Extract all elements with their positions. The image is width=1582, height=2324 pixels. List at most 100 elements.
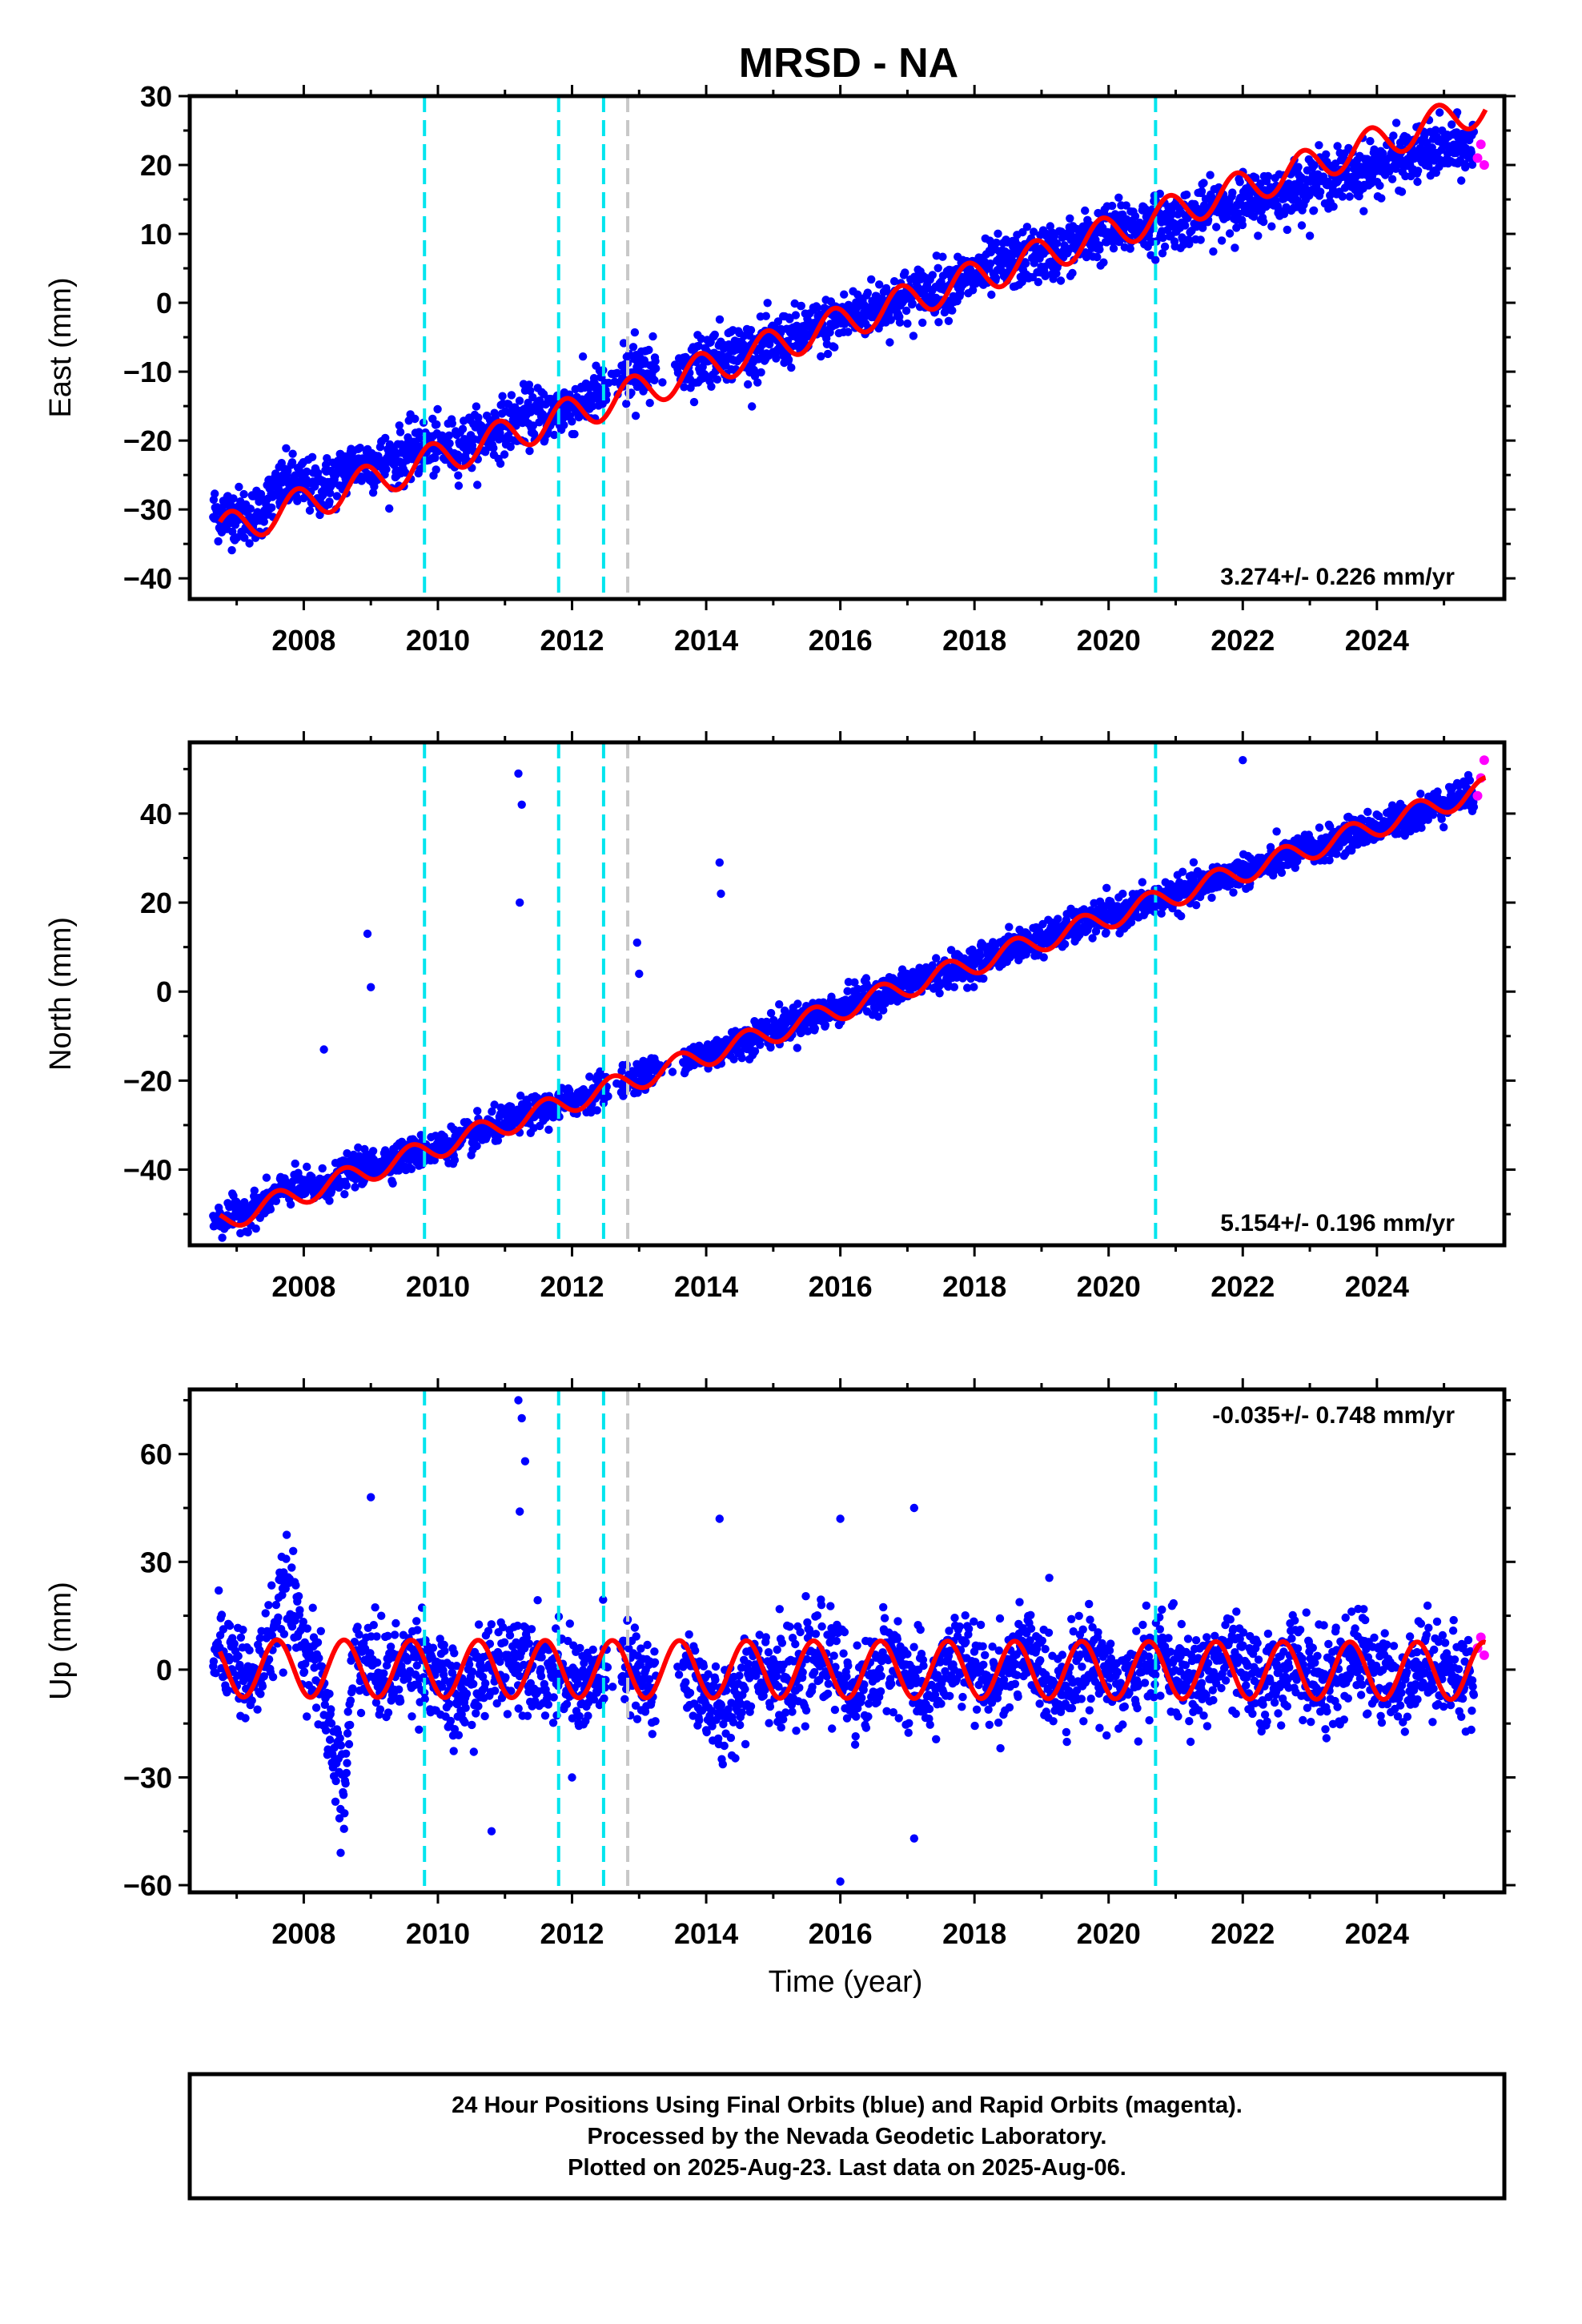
final-orbit-point	[1235, 178, 1244, 187]
final-orbit-point	[1277, 868, 1287, 878]
final-orbit-point	[934, 263, 942, 272]
final-orbit-point	[976, 951, 985, 960]
final-orbit-point	[1208, 194, 1217, 203]
final-orbit-point	[385, 504, 394, 513]
final-orbit-point	[1030, 259, 1038, 267]
final-orbit-point	[1297, 221, 1307, 230]
final-orbit-point	[644, 345, 653, 355]
final-orbit-point	[908, 299, 917, 308]
final-orbit-point	[698, 363, 707, 372]
final-orbit-point	[286, 1200, 295, 1209]
final-orbit-point	[938, 252, 947, 261]
final-orbit-point	[288, 449, 297, 458]
final-orbit-point	[1160, 242, 1170, 251]
final-orbit-point	[1294, 163, 1303, 171]
plot-area	[209, 742, 1489, 1245]
final-orbit-point	[1228, 188, 1237, 197]
final-orbit-point	[530, 429, 539, 439]
final-orbit-point	[763, 299, 772, 308]
final-orbit-point	[305, 506, 315, 515]
final-orbit-point	[895, 318, 905, 327]
final-orbit-point	[928, 271, 938, 279]
final-orbit-point	[407, 1164, 416, 1174]
final-orbit-point	[283, 466, 292, 476]
final-orbit-point	[1212, 223, 1221, 231]
final-orbit-point	[753, 378, 762, 387]
final-orbit-point	[267, 503, 276, 512]
final-orbit-point	[885, 338, 894, 347]
final-orbit-point	[1457, 176, 1466, 185]
final-orbit-point	[1283, 225, 1292, 235]
x-tick-label: 2022	[1211, 624, 1275, 657]
final-orbit-point	[1182, 190, 1191, 199]
final-orbit-point	[528, 392, 537, 402]
final-orbit-point	[1338, 192, 1347, 201]
final-orbit-point	[817, 352, 825, 361]
final-orbit-point	[658, 378, 667, 387]
final-orbit-point	[648, 332, 657, 341]
x-tick-label: 2024	[1345, 624, 1409, 657]
final-orbit-point	[1231, 243, 1239, 252]
final-orbit-point	[560, 420, 568, 429]
final-orbit-point	[1039, 953, 1048, 962]
final-orbit-point	[1081, 206, 1090, 215]
outlier-point	[363, 929, 372, 939]
final-orbit-point	[1056, 276, 1066, 285]
final-orbit-point	[506, 442, 515, 452]
final-orbit-point	[1029, 227, 1038, 236]
final-orbit-point	[882, 287, 891, 296]
final-orbit-point	[445, 439, 454, 448]
final-orbit-point	[1309, 206, 1319, 215]
final-orbit-point	[524, 1100, 532, 1110]
final-orbit-point	[1185, 239, 1194, 248]
final-orbit-point	[713, 375, 722, 384]
final-orbit-point	[1259, 217, 1268, 227]
y-tick-label: −30	[123, 493, 172, 526]
final-orbit-point	[863, 288, 873, 297]
final-orbit-point	[710, 330, 719, 340]
final-orbit-point	[901, 306, 911, 316]
final-orbit-point	[668, 1068, 677, 1076]
final-orbit-point	[415, 428, 424, 436]
final-orbit-point	[630, 328, 640, 337]
final-orbit-point	[240, 533, 249, 542]
final-orbit-point	[750, 372, 760, 380]
final-orbit-point	[211, 489, 219, 498]
final-orbit-point	[1189, 858, 1199, 867]
final-orbit-point	[303, 467, 311, 476]
final-orbit-point	[325, 497, 334, 506]
x-tick-label: 2010	[406, 624, 470, 657]
final-orbit-point	[401, 468, 410, 477]
final-orbit-point	[550, 430, 559, 440]
final-orbit-point	[1199, 179, 1208, 187]
final-orbit-point	[307, 452, 317, 461]
final-orbit-point	[793, 1043, 801, 1052]
final-orbit-point	[1093, 252, 1102, 262]
final-orbit-point	[1417, 823, 1426, 832]
outlier-point	[1239, 756, 1247, 765]
final-orbit-point	[1315, 823, 1324, 832]
final-orbit-point	[1250, 212, 1259, 221]
outlier-point	[514, 769, 523, 778]
final-orbit-point	[500, 450, 509, 459]
final-orbit-point	[622, 400, 631, 408]
final-orbit-point	[266, 1204, 275, 1214]
final-orbit-point	[1158, 249, 1167, 258]
final-orbit-point	[525, 446, 534, 456]
final-orbit-point	[396, 428, 405, 436]
final-orbit-point	[903, 319, 912, 328]
final-orbit-point	[1413, 177, 1422, 187]
final-orbit-point	[1209, 247, 1218, 256]
final-orbit-point	[746, 326, 756, 335]
y-tick-label: −20	[123, 424, 172, 457]
final-orbit-point	[381, 433, 390, 443]
final-orbit-point	[323, 454, 331, 463]
final-orbit-point	[1377, 194, 1386, 203]
final-orbit-point	[1433, 787, 1442, 796]
final-orbit-point	[1333, 142, 1342, 151]
final-orbit-point	[784, 355, 793, 364]
final-orbit-point	[1272, 827, 1281, 836]
final-orbit-point	[524, 398, 532, 408]
final-orbit-point	[355, 444, 364, 452]
